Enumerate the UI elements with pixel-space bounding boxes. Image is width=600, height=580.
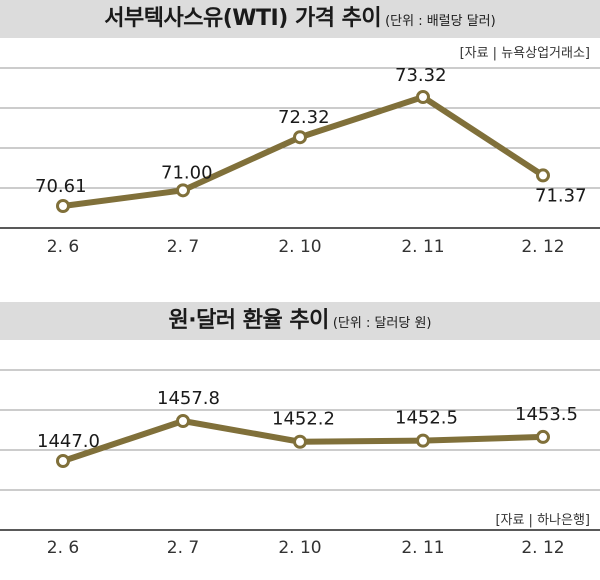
wti-chart-header: 서부텍사스유(WTI) 가격 추이 (단위 : 배럴당 달러) <box>0 0 600 38</box>
wti-x-tick-label: 2. 12 <box>521 237 564 257</box>
wti-chart-unit: (단위 : 배럴당 달러) <box>385 14 496 29</box>
fx-data-point <box>536 429 550 444</box>
fx-data-label: 1457.8 <box>157 388 220 409</box>
fx-data-point <box>176 414 190 428</box>
fx-chart-header: 원·달러 환율 추이 (단위 : 달러당 원) <box>0 302 600 340</box>
wti-x-tick-label: 2. 6 <box>47 237 79 257</box>
wti-data-point <box>293 130 307 145</box>
wti-data-label: 73.32 <box>395 65 447 86</box>
fx-data-point <box>293 434 307 449</box>
fx-x-tick-label: 2. 12 <box>521 538 564 558</box>
wti-data-label: 72.32 <box>278 107 330 128</box>
fx-data-label: 1452.5 <box>395 408 458 429</box>
fx-chart-source: [자료 | 하나은행] <box>495 513 590 528</box>
wti-chart-title: 서부텍사스유(WTI) 가격 추이 <box>104 6 382 31</box>
fx-data-label: 1452.2 <box>272 409 335 430</box>
fx-x-tick-label: 2. 10 <box>278 538 321 558</box>
wti-data-label: 70.61 <box>35 176 87 197</box>
wti-data-point <box>416 90 430 104</box>
fx-x-tick-label: 2. 7 <box>167 538 199 558</box>
wti-x-tick-label: 2. 10 <box>278 237 321 257</box>
wti-data-point <box>176 183 190 198</box>
wti-x-tick-label: 2. 11 <box>401 237 444 257</box>
fx-data-label: 1447.0 <box>37 431 100 452</box>
wti-x-tick-label: 2. 7 <box>167 237 199 257</box>
fx-chart-unit: (단위 : 달러당 원) <box>332 316 432 331</box>
fx-x-tick-label: 2. 6 <box>47 538 79 558</box>
fx-chart-title: 원·달러 환율 추이 <box>168 308 329 333</box>
wti-data-point <box>56 199 70 213</box>
fx-data-point <box>416 433 430 448</box>
fx-data-label: 1453.5 <box>515 404 578 425</box>
wti-data-label: 71.37 <box>535 185 587 206</box>
fx-x-tick-label: 2. 11 <box>401 538 444 558</box>
wti-data-label: 71.00 <box>161 162 213 183</box>
wti-data-point <box>536 168 550 183</box>
wti-chart-source: [자료 | 뉴욕상업거래소] <box>459 46 590 61</box>
fx-data-point <box>56 454 70 468</box>
